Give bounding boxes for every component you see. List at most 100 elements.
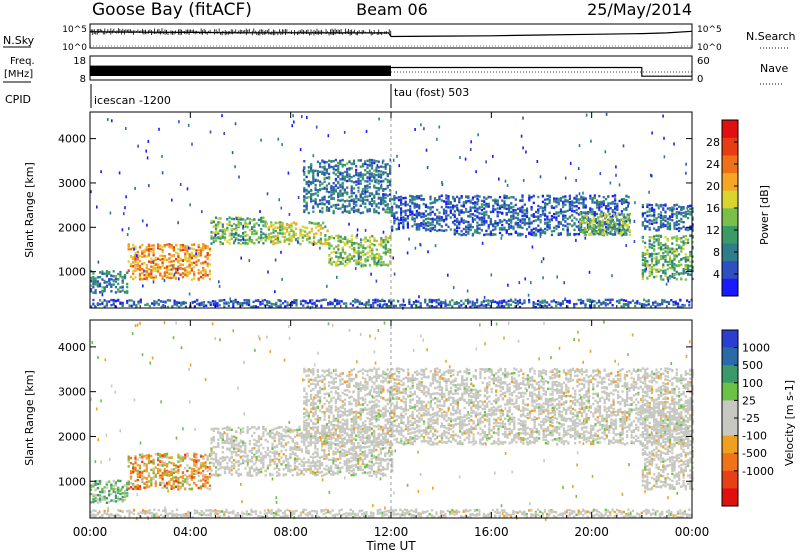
heatmap-cell bbox=[473, 305, 476, 308]
heatmap-cell bbox=[179, 244, 182, 248]
heatmap-cell bbox=[593, 304, 596, 307]
heatmap-cell bbox=[236, 301, 239, 304]
heatmap-cell bbox=[332, 182, 335, 185]
heatmap-cell bbox=[575, 302, 578, 306]
heatmap-cell bbox=[415, 205, 418, 208]
heatmap-cell bbox=[668, 215, 672, 218]
heatmap-cell bbox=[464, 157, 467, 161]
heatmap-cell bbox=[341, 240, 344, 244]
heatmap-cell bbox=[483, 220, 486, 223]
heatmap-cell bbox=[559, 221, 562, 224]
heatmap-cell bbox=[597, 230, 600, 233]
heatmap-cell bbox=[673, 207, 675, 211]
heatmap-cell bbox=[687, 241, 690, 244]
heatmap-cell bbox=[433, 199, 437, 203]
heatmap-cell bbox=[377, 260, 380, 263]
heatmap-cell bbox=[424, 222, 428, 226]
heatmap-cell bbox=[546, 221, 549, 224]
heatmap-cell bbox=[386, 194, 389, 197]
heatmap-cell bbox=[370, 174, 374, 177]
heatmap-cell bbox=[366, 180, 369, 183]
heatmap-cell bbox=[684, 214, 687, 217]
heatmap-cell bbox=[422, 215, 425, 218]
heatmap-cell bbox=[417, 306, 420, 309]
heatmap-cell bbox=[305, 181, 308, 184]
heatmap-cell bbox=[179, 248, 182, 252]
heatmap-cell bbox=[299, 231, 302, 234]
heatmap-cell bbox=[528, 199, 531, 202]
heatmap-cell bbox=[489, 210, 492, 214]
heatmap-cell bbox=[114, 291, 117, 294]
heatmap-cell bbox=[553, 216, 556, 219]
heatmap-cell bbox=[336, 299, 339, 303]
heatmap-cell bbox=[129, 255, 133, 259]
heatmap-cell bbox=[534, 302, 537, 305]
heatmap-cell bbox=[334, 203, 337, 207]
heatmap-cell bbox=[525, 209, 529, 212]
heatmap-cell bbox=[239, 223, 242, 226]
heatmap-cell bbox=[544, 212, 547, 216]
heatmap-cell bbox=[341, 186, 344, 189]
heatmap-cell bbox=[350, 189, 353, 192]
heatmap-cell bbox=[474, 201, 477, 204]
heatmap-cell bbox=[525, 215, 529, 219]
heatmap-cell bbox=[199, 262, 203, 265]
heatmap-cell bbox=[590, 219, 593, 222]
heatmap-cell bbox=[424, 227, 428, 231]
heatmap-cell bbox=[462, 227, 465, 231]
heatmap-cell bbox=[537, 215, 540, 218]
heatmap-cell bbox=[359, 171, 362, 174]
heatmap-cell bbox=[348, 210, 351, 213]
heatmap-cell bbox=[666, 245, 669, 248]
heatmap-cell bbox=[341, 165, 344, 168]
heatmap-cell bbox=[314, 199, 317, 202]
heatmap-cell bbox=[480, 217, 483, 220]
heatmap-cell bbox=[622, 226, 625, 229]
heatmap-cell bbox=[557, 232, 560, 235]
heatmap-cell bbox=[360, 264, 363, 268]
heatmap-cell bbox=[330, 160, 333, 163]
heatmap-cell bbox=[375, 264, 378, 267]
heatmap-cell bbox=[380, 170, 383, 173]
heatmap-cell bbox=[246, 233, 249, 237]
heatmap-cell bbox=[361, 174, 365, 177]
heatmap-cell bbox=[319, 209, 322, 213]
heatmap-cell bbox=[415, 224, 418, 227]
heatmap-cell bbox=[662, 217, 665, 220]
heatmap-cell bbox=[532, 227, 535, 231]
power-colorbar-swatch bbox=[722, 225, 738, 244]
heatmap-cell bbox=[226, 240, 229, 243]
heatmap-cell bbox=[270, 225, 273, 228]
heatmap-cell bbox=[483, 217, 486, 220]
heatmap-cell bbox=[210, 237, 213, 240]
heatmap-cell bbox=[281, 235, 284, 238]
heatmap-cell bbox=[382, 260, 385, 264]
heatmap-cell bbox=[337, 234, 340, 238]
heatmap-cell bbox=[380, 241, 383, 245]
heatmap-cell bbox=[613, 225, 616, 228]
power-colorbar-swatch bbox=[722, 155, 738, 174]
heatmap-cell bbox=[503, 196, 506, 200]
heatmap-cell bbox=[471, 300, 474, 303]
heatmap-cell bbox=[510, 210, 513, 214]
heatmap-cell bbox=[691, 234, 694, 238]
heatmap-cell bbox=[568, 301, 571, 304]
heatmap-cell bbox=[134, 252, 137, 255]
heatmap-cell bbox=[404, 212, 407, 216]
heatmap-cell bbox=[288, 212, 291, 216]
heatmap-cell bbox=[413, 198, 416, 201]
heatmap-cell bbox=[648, 246, 651, 249]
heatmap-cell bbox=[204, 270, 207, 274]
heatmap-cell bbox=[146, 156, 149, 160]
heatmap-cell bbox=[350, 257, 354, 260]
heatmap-cell bbox=[357, 260, 360, 263]
heatmap-cell bbox=[471, 226, 474, 229]
heatmap-cell bbox=[377, 179, 380, 182]
heatmap-cell bbox=[314, 179, 317, 182]
heatmap-cell bbox=[682, 211, 685, 214]
heatmap-cell bbox=[662, 208, 665, 211]
heatmap-cell bbox=[605, 205, 608, 208]
heatmap-cell bbox=[585, 214, 589, 217]
heatmap-cell bbox=[147, 243, 151, 246]
heatmap-cell bbox=[202, 277, 205, 280]
